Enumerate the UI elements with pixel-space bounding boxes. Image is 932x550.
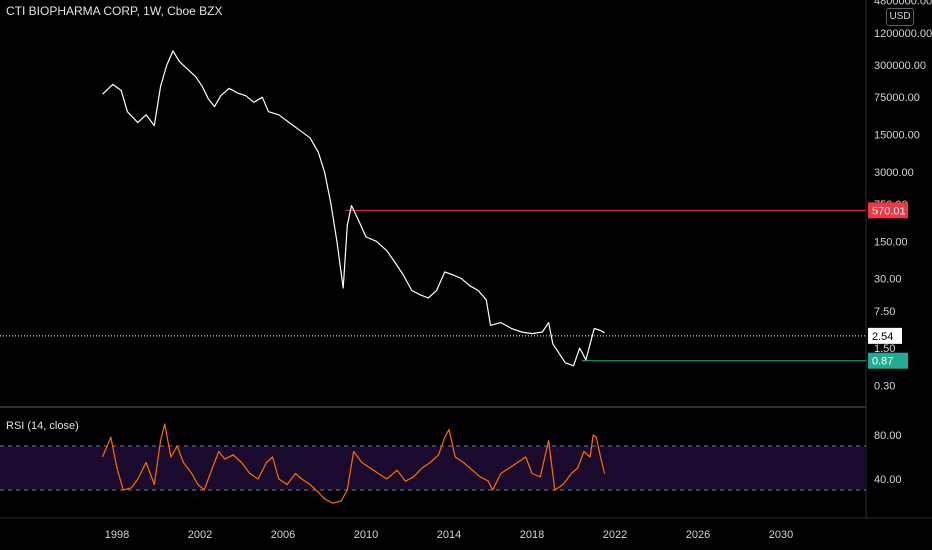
rsi-band bbox=[0, 446, 866, 490]
x-tick-label: 2026 bbox=[686, 529, 710, 541]
level-label: 0.87 bbox=[872, 356, 893, 368]
level-label: 570.01 bbox=[872, 205, 906, 217]
chart-title: CTI BIOPHARMA CORP, 1W, Cboe BZX bbox=[6, 4, 223, 18]
price-series-line bbox=[102, 50, 605, 367]
level-badge bbox=[868, 202, 908, 219]
currency-button[interactable]: USD bbox=[886, 8, 914, 26]
y-tick-label: 0.30 bbox=[874, 380, 895, 392]
y-tick-label: 300000.00 bbox=[874, 60, 926, 72]
y-tick-label: 75000.00 bbox=[874, 92, 920, 104]
x-tick-label: 2018 bbox=[520, 529, 544, 541]
x-tick-label: 2022 bbox=[603, 529, 627, 541]
y-tick-label: 15000.00 bbox=[874, 129, 920, 141]
y-tick-label: 7.50 bbox=[874, 306, 895, 318]
y-tick-label: 4800000.00 bbox=[874, 0, 932, 8]
rsi-y-tick-label: 40.00 bbox=[874, 474, 902, 486]
y-tick-label: 30.00 bbox=[874, 274, 902, 286]
x-tick-label: 2010 bbox=[354, 529, 378, 541]
y-tick-label: 1200000.00 bbox=[874, 28, 932, 40]
y-tick-label: 150.00 bbox=[874, 236, 908, 248]
rsi-title: RSI (14, close) bbox=[6, 420, 79, 432]
x-tick-label: 2030 bbox=[769, 529, 793, 541]
y-tick-label: 3000.00 bbox=[874, 167, 914, 179]
x-tick-label: 2006 bbox=[271, 529, 295, 541]
x-tick-label: 2002 bbox=[188, 529, 212, 541]
x-tick-label: 2014 bbox=[437, 529, 461, 541]
last-price-label: 2.54 bbox=[872, 331, 893, 343]
chart-panes bbox=[0, 0, 932, 519]
x-tick-label: 1998 bbox=[105, 529, 129, 541]
level-badge bbox=[868, 352, 908, 369]
rsi-y-tick-label: 80.00 bbox=[874, 430, 902, 442]
y-tick-label: 1.50 bbox=[874, 343, 895, 355]
rsi-series-line bbox=[101, 423, 606, 504]
last-price-badge bbox=[868, 327, 902, 344]
